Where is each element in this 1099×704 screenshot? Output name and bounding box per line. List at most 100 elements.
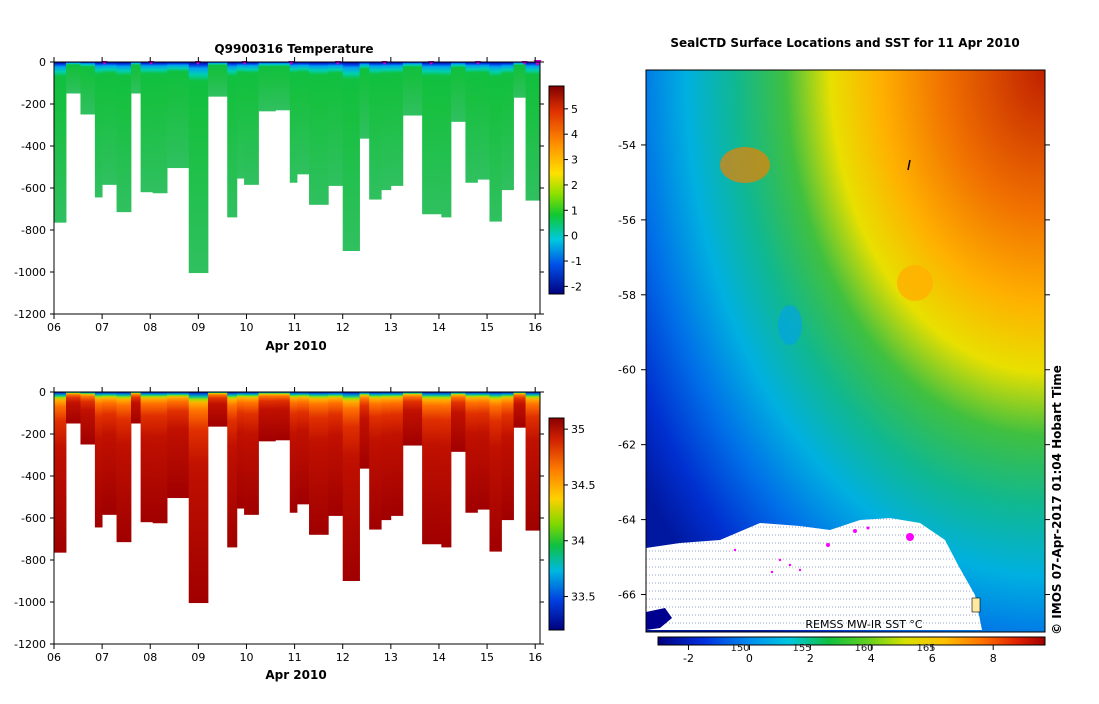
x-tick-label: 08 bbox=[143, 651, 157, 664]
lon-tick-label: 155 bbox=[792, 643, 811, 654]
sst-colorbar-tick-label: 6 bbox=[929, 652, 936, 665]
sst-colorbar-tick-label: -2 bbox=[683, 652, 694, 665]
seal-locations bbox=[733, 526, 914, 574]
x-tick-label: 13 bbox=[384, 321, 398, 334]
sst-colorbar-tick-label: 4 bbox=[868, 652, 875, 665]
profile-column bbox=[167, 392, 190, 499]
profile-column bbox=[236, 62, 245, 179]
lat-tick-label: -62 bbox=[618, 439, 636, 452]
colorbar-tick-label: 5 bbox=[571, 103, 578, 116]
profile-column bbox=[359, 392, 370, 469]
profile-column bbox=[80, 62, 96, 115]
profile-column bbox=[66, 392, 81, 424]
profile-column bbox=[258, 392, 276, 442]
temperature-x-axis: 06 07 08 09 10 11 12 13 14 15 16 bbox=[47, 57, 542, 334]
x-tick-label: 15 bbox=[480, 321, 494, 334]
colorbar-tick-label: 34.5 bbox=[571, 479, 596, 492]
y-tick-label: -1000 bbox=[14, 596, 46, 609]
temperature-y-axis: 0 -200 -400 -600 -800 -1000 -1200 bbox=[14, 56, 544, 321]
profile-column bbox=[188, 392, 209, 604]
lon-tick-label: 160 bbox=[854, 643, 873, 654]
temperature-panel: Q9900316 Temperature 0 -200 -400 -600 -800 -1… bbox=[14, 42, 582, 353]
profile-column bbox=[513, 62, 526, 98]
profile-column bbox=[359, 62, 370, 139]
profile-column bbox=[167, 62, 190, 169]
profile-column bbox=[381, 392, 392, 521]
profile-column bbox=[309, 62, 329, 205]
profile-column bbox=[275, 392, 291, 441]
sst-map-title: SealCTD Surface Locations and SST for 11… bbox=[670, 36, 1019, 50]
profile-column bbox=[297, 62, 310, 175]
x-tick-label: 11 bbox=[288, 651, 302, 664]
profile-column bbox=[402, 62, 423, 116]
seal-location bbox=[733, 548, 737, 552]
salinity-x-label: Apr 2010 bbox=[265, 668, 326, 682]
profile-column bbox=[441, 392, 452, 548]
profile-column bbox=[140, 62, 154, 193]
profile-column bbox=[102, 392, 117, 515]
salinity-panel: 0 -200 -400 -600 -800 -1000 -1200 06 07 08 09 10 11… bbox=[14, 386, 595, 682]
y-tick-label: -400 bbox=[21, 140, 46, 153]
profile-column bbox=[342, 62, 360, 251]
y-tick-label: -1000 bbox=[14, 266, 46, 279]
x-tick-label: 14 bbox=[432, 321, 446, 334]
lat-tick-label: -66 bbox=[618, 589, 636, 602]
colorbar-tick-label: 0 bbox=[571, 230, 578, 243]
profile-column bbox=[477, 392, 490, 510]
profile-column bbox=[130, 392, 142, 424]
y-tick-label: -800 bbox=[21, 224, 46, 237]
profile-column bbox=[80, 392, 96, 445]
profile-column bbox=[207, 62, 228, 97]
x-tick-label: 09 bbox=[191, 321, 205, 334]
profile-column bbox=[450, 62, 466, 122]
profile-column bbox=[525, 62, 541, 201]
seal-location bbox=[798, 568, 802, 572]
profile-column bbox=[102, 62, 117, 185]
sst-colorbar bbox=[657, 636, 1046, 646]
x-tick-label: 12 bbox=[336, 651, 350, 664]
y-tick-label: -400 bbox=[21, 470, 46, 483]
profile-column bbox=[140, 392, 154, 523]
colorbar-tick-label: 35 bbox=[571, 423, 585, 436]
x-tick-label: 14 bbox=[432, 651, 446, 664]
profile-column bbox=[116, 392, 132, 543]
profile-column bbox=[289, 392, 298, 513]
profile-column bbox=[402, 392, 423, 446]
profile-column bbox=[207, 392, 228, 427]
temperature-title: Q9900316 Temperature bbox=[214, 42, 373, 56]
profile-column bbox=[152, 392, 168, 524]
temperature-colorbar bbox=[548, 85, 565, 295]
x-tick-label: 16 bbox=[528, 321, 542, 334]
lat-tick-label: -56 bbox=[618, 214, 636, 227]
profile-column bbox=[422, 392, 442, 545]
sst-colorbar-tick-label: 8 bbox=[990, 652, 997, 665]
seal-location bbox=[866, 526, 870, 530]
track-segment bbox=[907, 159, 911, 171]
y-tick-label: -800 bbox=[21, 554, 46, 567]
colorbar-tick-label: 4 bbox=[571, 128, 578, 141]
x-tick-label: 13 bbox=[384, 651, 398, 664]
lon-tick-label: 150 bbox=[730, 643, 749, 654]
profile-column bbox=[369, 392, 382, 530]
x-tick-label: 08 bbox=[143, 321, 157, 334]
profile-column bbox=[501, 392, 514, 521]
profile-column bbox=[390, 392, 404, 516]
lat-tick-label: -54 bbox=[618, 139, 636, 152]
x-tick-label: 10 bbox=[239, 651, 253, 664]
lat-tick-label: -58 bbox=[618, 289, 636, 302]
salinity-profiles bbox=[54, 392, 541, 604]
coast-land bbox=[646, 608, 672, 630]
profile-column bbox=[441, 62, 452, 218]
warm-patch bbox=[971, 597, 981, 613]
temperature-x-label: Apr 2010 bbox=[265, 339, 326, 353]
profile-column bbox=[328, 62, 344, 186]
x-tick-label: 10 bbox=[239, 321, 253, 334]
colorbar-tick-label: -2 bbox=[571, 280, 582, 293]
seal-location bbox=[826, 543, 830, 547]
x-tick-label: 12 bbox=[336, 321, 350, 334]
profile-column bbox=[489, 392, 502, 552]
profile-column bbox=[54, 392, 67, 553]
lon-tick-label: 165 bbox=[916, 643, 935, 654]
sst-map-lat-axis: -54 -56 -58 -60 -62 -64 -66 bbox=[618, 139, 1050, 602]
